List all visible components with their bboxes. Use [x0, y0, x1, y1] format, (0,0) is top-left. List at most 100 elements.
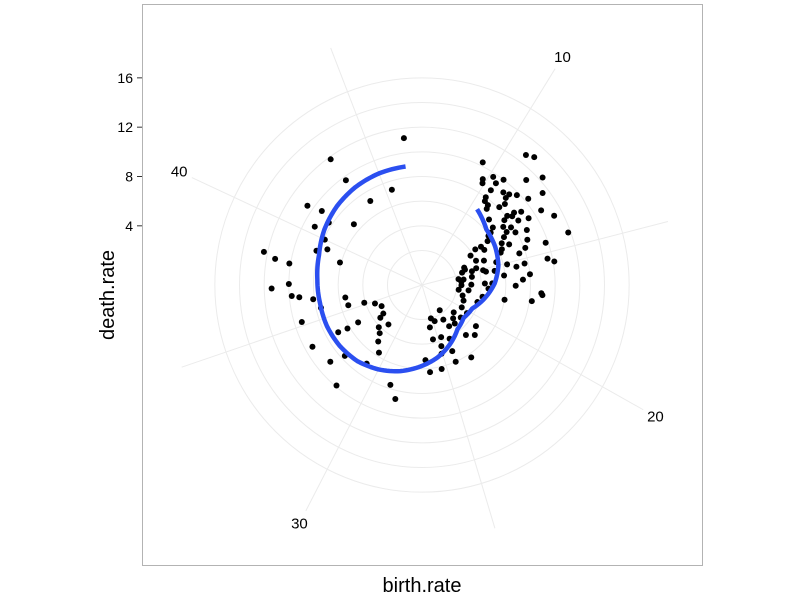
data-point [472, 246, 479, 253]
data-point [333, 382, 340, 389]
grid-circle [362, 225, 482, 345]
data-point [472, 323, 479, 330]
data-point [516, 250, 523, 257]
data-point [451, 320, 458, 327]
data-point [484, 238, 491, 245]
grid-spoke [181, 284, 423, 368]
data-point [501, 200, 508, 207]
data-point [539, 190, 546, 197]
data-point [498, 240, 505, 247]
data-point [455, 276, 462, 283]
data-point [285, 280, 292, 287]
data-point [426, 324, 433, 331]
data-point [288, 293, 295, 299]
data-point [309, 343, 316, 350]
data-point [446, 323, 453, 330]
r-tick-label: 16 [117, 70, 133, 86]
data-point [504, 212, 511, 219]
data-point [539, 292, 546, 299]
data-point [327, 358, 334, 365]
data-point [468, 268, 475, 275]
data-point [503, 229, 510, 235]
data-point [311, 223, 318, 230]
radial-axis: 4 8 12 16 [117, 70, 142, 234]
data-point [482, 194, 489, 201]
data-point [375, 324, 382, 331]
data-point [526, 271, 533, 278]
data-point [324, 246, 331, 253]
data-point [296, 294, 303, 301]
data-point [459, 292, 466, 299]
data-point [528, 298, 535, 305]
data-point [522, 151, 529, 158]
theta-tick-label: 10 [554, 49, 571, 66]
angular-tick-labels: 10 20 30 40 [171, 49, 664, 533]
data-point [392, 396, 399, 403]
data-point [361, 299, 368, 306]
grid-spoke [421, 68, 556, 286]
data-point [512, 282, 519, 289]
data-point [519, 276, 526, 283]
polar-grid [181, 47, 669, 529]
data-point [539, 174, 546, 181]
data-point [342, 177, 349, 184]
data-point [468, 354, 475, 361]
data-point [512, 229, 519, 236]
smooth-line [314, 164, 501, 374]
data-point [304, 202, 311, 209]
data-point [260, 248, 267, 255]
data-point [551, 212, 558, 219]
data-point [513, 263, 520, 270]
x-axis-title: birth.rate [383, 575, 462, 597]
theta-tick-label: 30 [291, 515, 308, 532]
data-point [449, 348, 456, 355]
data-point [440, 316, 447, 323]
data-point [298, 319, 305, 326]
data-point [521, 260, 528, 267]
grid-spoke [330, 47, 423, 286]
data-point [500, 223, 507, 230]
data-point [377, 314, 384, 321]
grid-circle [214, 77, 630, 493]
data-point [500, 234, 507, 241]
data-point [480, 257, 487, 264]
data-point [452, 358, 459, 365]
data-point [489, 224, 496, 231]
data-point [462, 332, 469, 339]
data-point [450, 315, 457, 322]
data-point [500, 176, 507, 183]
data-point [367, 197, 374, 204]
data-point [455, 286, 462, 293]
data-point [468, 273, 475, 280]
data-point [565, 229, 572, 236]
data-point [523, 227, 530, 234]
data-point [268, 285, 275, 292]
data-point [531, 154, 538, 161]
data-point [496, 204, 503, 211]
data-point [327, 156, 334, 163]
data-point [355, 319, 362, 326]
data-point [375, 338, 382, 345]
data-point [286, 260, 293, 267]
data-point [438, 334, 445, 341]
grid-spoke [421, 284, 644, 411]
data-point [460, 297, 467, 304]
data-point [490, 173, 497, 180]
data-point [523, 176, 530, 183]
data-point [506, 241, 513, 248]
grid-circle [337, 200, 507, 370]
grid-spoke [191, 177, 423, 286]
data-point [487, 187, 494, 194]
data-point [458, 304, 465, 311]
data-point [501, 272, 508, 279]
data-point [436, 307, 443, 314]
data-point [467, 252, 474, 259]
data-point [544, 255, 551, 262]
theta-tick-label: 20 [647, 409, 664, 426]
data-point [350, 221, 357, 228]
data-point [318, 208, 325, 215]
data-point [460, 276, 467, 283]
grid-circle [263, 126, 581, 444]
data-point [481, 280, 488, 287]
data-point [427, 369, 434, 376]
